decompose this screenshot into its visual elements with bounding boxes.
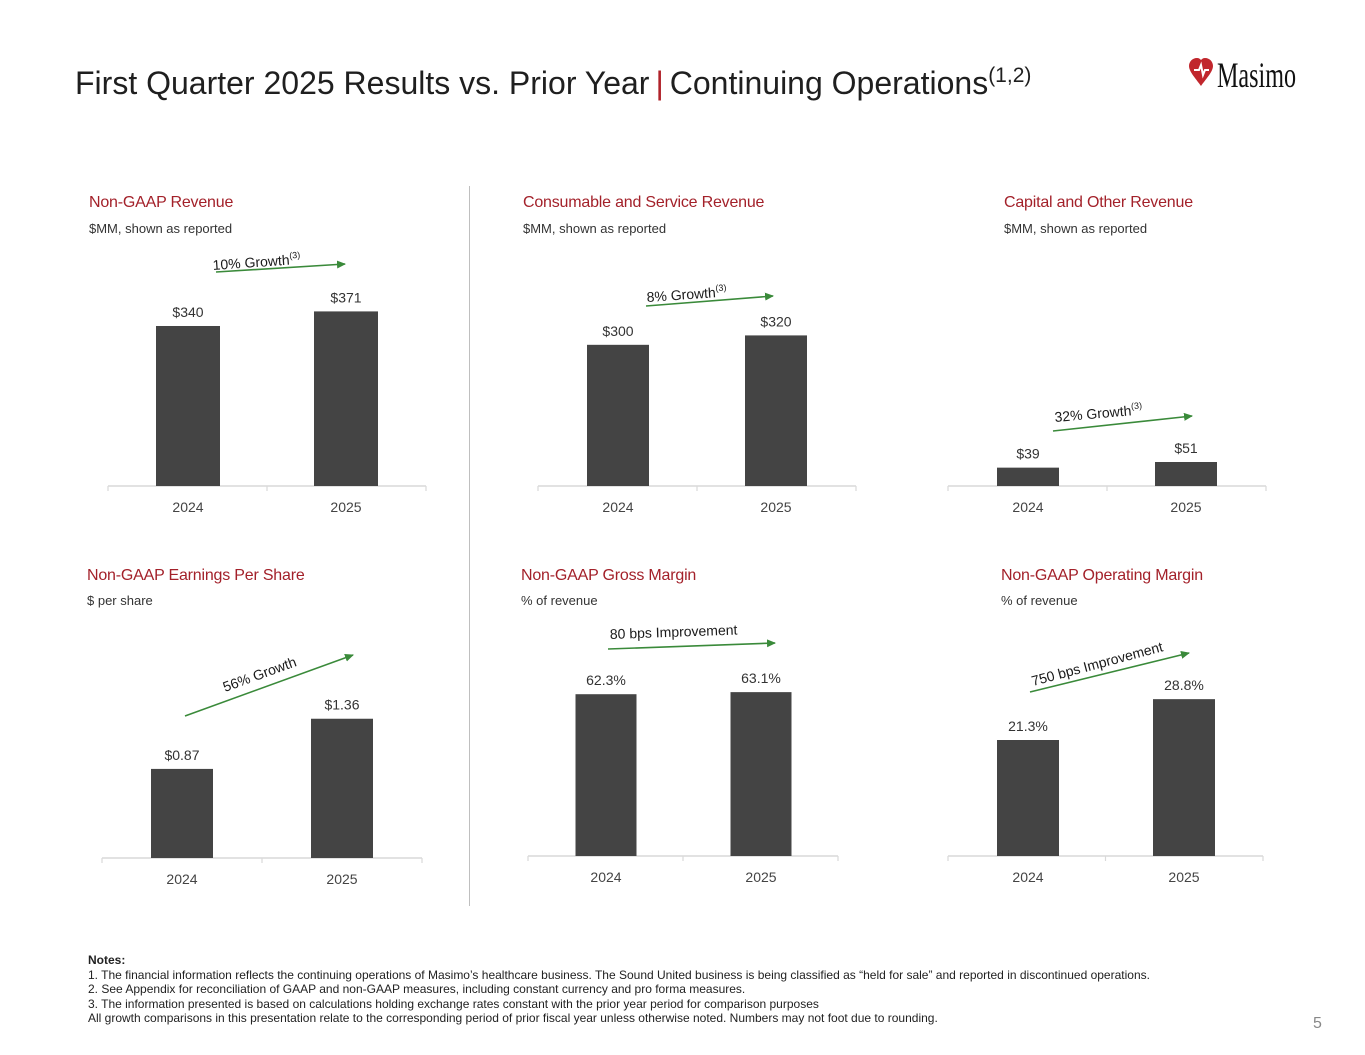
x-tick-label-2024: 2024 [172, 499, 203, 515]
x-tick-label-2024: 2024 [1012, 869, 1043, 885]
bar-2024 [575, 694, 637, 856]
bar-2024 [997, 740, 1059, 856]
x-tick-label-2025: 2025 [1170, 499, 1201, 515]
growth-label: 10% Growth(3) [212, 250, 301, 273]
x-tick-label-2025: 2025 [745, 869, 776, 885]
panel-title-capital: Capital and Other Revenue [1004, 194, 1193, 211]
masimo-logo: Masimo [1188, 50, 1298, 96]
growth-arrow [1052, 412, 1193, 432]
data-label-2024: 62.3% [586, 672, 626, 688]
x-tick-label-2024: 2024 [166, 871, 197, 887]
data-label-2024: $340 [172, 304, 203, 320]
growth-arrow [184, 653, 354, 717]
notes: Notes: 1. The financial information refl… [88, 953, 1288, 1026]
panel-title-revenue: Non-GAAP Revenue [89, 194, 234, 211]
panel-title-consumable: Consumable and Service Revenue [523, 194, 765, 211]
growth-arrow [1029, 651, 1190, 693]
x-tick-label-2025: 2025 [330, 499, 361, 515]
panel-subtitle-revenue: $MM, shown as reported [89, 221, 233, 236]
title-section: Continuing Operations [669, 65, 989, 101]
x-tick-label-2024: 2024 [590, 869, 621, 885]
panel-title-operating-margin: Non-GAAP Operating Margin [1001, 567, 1203, 584]
note-line: 3. The information presented is based on… [88, 996, 819, 1011]
data-label-2025: $51 [1174, 440, 1198, 456]
x-tick-label-2024: 2024 [1012, 499, 1043, 515]
bar-2024 [151, 768, 213, 858]
panel-subtitle-eps: $ per share [87, 593, 153, 608]
chart-consumable-service-revenue: $300 2024 $320 2025 8% Growth(3) [537, 282, 857, 515]
column-divider [469, 186, 470, 906]
x-tick-label-2024: 2024 [602, 499, 633, 515]
title-separator: | [655, 65, 664, 101]
data-label-2025: $1.36 [324, 697, 359, 713]
bar-2025 [1155, 461, 1217, 486]
data-label-2025: 63.1% [741, 670, 781, 686]
panel-title-gross-margin: Non-GAAP Gross Margin [521, 567, 697, 584]
x-tick-label-2025: 2025 [760, 499, 791, 515]
panel-subtitle-gross-margin: % of revenue [521, 593, 598, 608]
growth-label: 80 bps Improvement [610, 622, 738, 642]
bar-2025 [314, 311, 378, 486]
svg-text:Masimo: Masimo [1217, 55, 1296, 95]
bar-2025 [745, 335, 807, 486]
title-footnote-ref: (1,2) [988, 64, 1032, 87]
panel-subtitle-operating-margin: % of revenue [1001, 593, 1078, 608]
data-label-2025: $371 [330, 289, 361, 305]
note-line: 2. See Appendix for reconciliation of GA… [88, 982, 746, 996]
data-label-2025: 28.8% [1164, 677, 1204, 693]
page-number: 5 [1313, 1015, 1322, 1032]
bar-2025 [311, 718, 373, 858]
bar-2024 [997, 467, 1059, 486]
bar-2025 [1153, 699, 1215, 856]
title-main: First Quarter 2025 Results vs. Prior Yea… [75, 65, 650, 101]
chart-non-gaap-revenue: $340 2024 $371 2025 10% Growth(3) [107, 250, 427, 515]
panel-subtitle-capital: $MM, shown as reported [1004, 221, 1148, 236]
panel-title-eps: Non-GAAP Earnings Per Share [87, 567, 305, 584]
x-tick-label-2025: 2025 [326, 871, 357, 887]
bar-2024 [156, 325, 220, 486]
data-label-2024: $39 [1016, 446, 1040, 462]
growth-label: 32% Growth(3) [1054, 400, 1143, 425]
data-label-2024: 21.3% [1008, 718, 1048, 734]
data-label-2024: $0.87 [164, 747, 199, 763]
bar-2025 [730, 692, 792, 856]
growth-label: 8% Growth(3) [646, 282, 727, 305]
data-label-2025: $320 [760, 313, 791, 329]
note-line: 1. The financial information reflects th… [88, 967, 1150, 982]
growth-arrow [645, 292, 774, 307]
growth-arrow [215, 260, 346, 273]
chart-capital-other-revenue: $39 2024 $51 2025 32% Growth(3) [947, 400, 1267, 515]
panel-subtitle-consumable: $MM, shown as reported [523, 221, 667, 236]
data-label-2024: $300 [602, 323, 633, 339]
page-title: First Quarter 2025 Results vs. Prior Yea… [75, 64, 1031, 102]
bar-2024 [587, 344, 649, 486]
notes-heading: Notes: [88, 953, 126, 967]
x-tick-label-2025: 2025 [1168, 869, 1199, 885]
note-line: All growth comparisons in this presentat… [88, 1011, 938, 1025]
chart-non-gaap-gross-margin: 62.3% 2024 63.1% 2025 80 bps Improvement [527, 622, 839, 885]
growth-arrow [607, 639, 776, 650]
